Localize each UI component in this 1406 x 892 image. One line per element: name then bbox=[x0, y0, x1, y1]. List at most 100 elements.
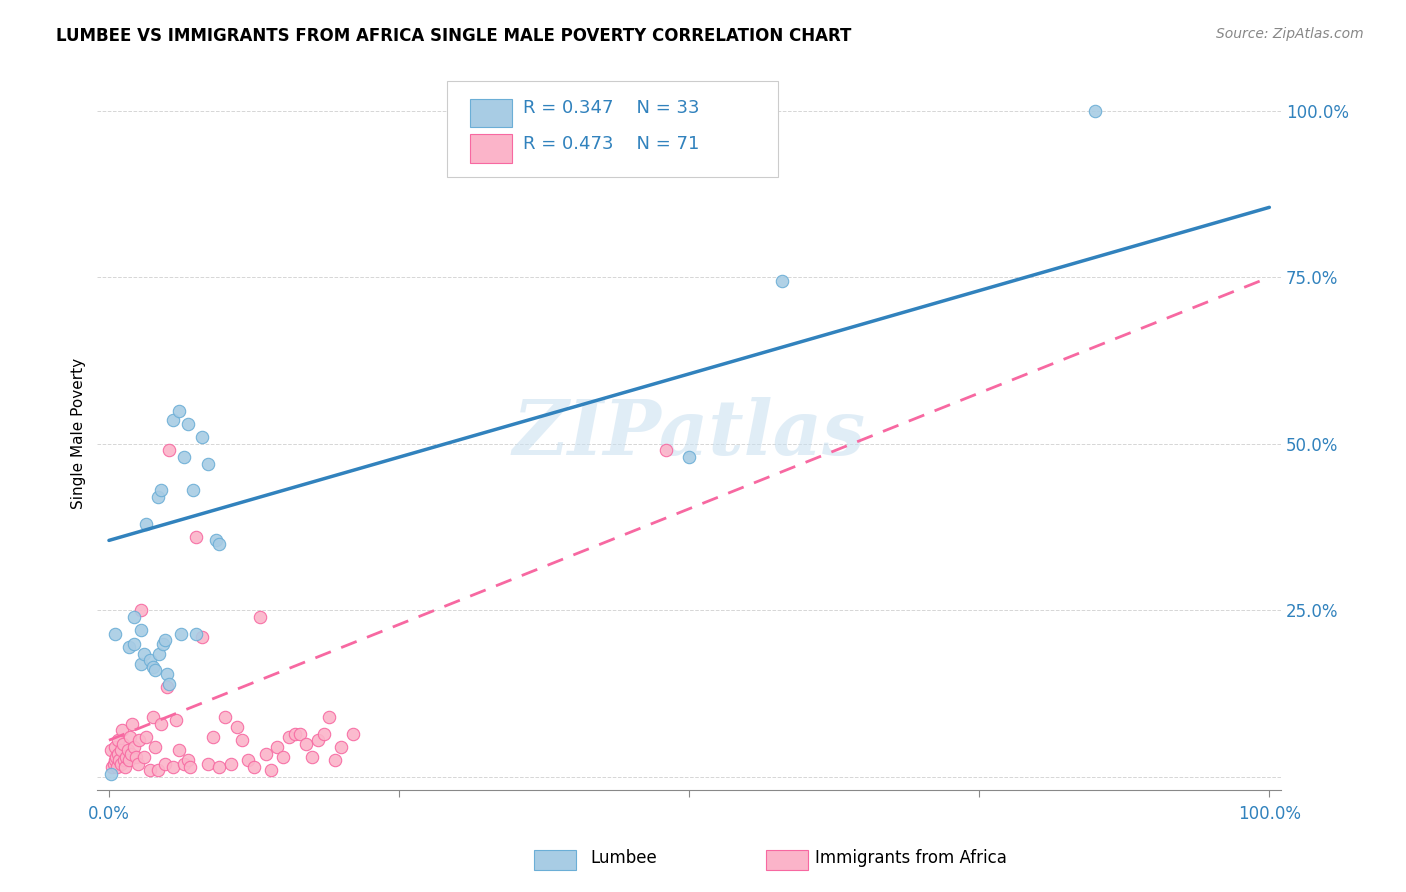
Point bbox=[162, 760, 184, 774]
Point bbox=[105, 760, 128, 774]
Point bbox=[312, 726, 335, 740]
Point bbox=[342, 726, 364, 740]
Point bbox=[132, 750, 155, 764]
Point bbox=[146, 763, 169, 777]
FancyBboxPatch shape bbox=[470, 135, 512, 163]
Point bbox=[120, 747, 142, 761]
Point bbox=[100, 766, 122, 780]
Point bbox=[104, 750, 127, 764]
Point bbox=[142, 660, 165, 674]
Point bbox=[179, 760, 201, 774]
Point bbox=[770, 274, 793, 288]
Point bbox=[208, 537, 231, 551]
Point bbox=[152, 637, 174, 651]
Point bbox=[145, 739, 167, 754]
Point bbox=[110, 756, 132, 771]
Point bbox=[138, 653, 160, 667]
Point bbox=[197, 457, 219, 471]
Point bbox=[146, 490, 169, 504]
Text: Immigrants from Africa: Immigrants from Africa bbox=[815, 849, 1007, 867]
Point bbox=[117, 743, 139, 757]
Point bbox=[318, 710, 340, 724]
Point bbox=[170, 626, 193, 640]
Point bbox=[135, 516, 157, 531]
Point bbox=[100, 743, 122, 757]
Point bbox=[173, 756, 195, 771]
Point bbox=[103, 756, 125, 771]
Point bbox=[231, 733, 253, 747]
Point bbox=[107, 747, 129, 761]
Point bbox=[249, 610, 271, 624]
Point bbox=[177, 753, 200, 767]
Text: ZIPatlas: ZIPatlas bbox=[513, 397, 866, 471]
Point bbox=[184, 626, 207, 640]
Point bbox=[165, 713, 187, 727]
Point bbox=[132, 647, 155, 661]
Point bbox=[107, 733, 129, 747]
Point bbox=[153, 756, 176, 771]
Point bbox=[104, 626, 127, 640]
Point bbox=[167, 403, 190, 417]
Point bbox=[225, 720, 247, 734]
Point bbox=[260, 763, 283, 777]
Point bbox=[655, 443, 678, 458]
Point bbox=[184, 530, 207, 544]
Point bbox=[243, 760, 266, 774]
Point bbox=[167, 743, 190, 757]
Point bbox=[145, 663, 167, 677]
Y-axis label: Single Male Poverty: Single Male Poverty bbox=[72, 359, 86, 509]
Point bbox=[295, 737, 318, 751]
Point bbox=[330, 739, 353, 754]
Point bbox=[108, 753, 131, 767]
Point bbox=[101, 760, 124, 774]
Text: Source: ZipAtlas.com: Source: ZipAtlas.com bbox=[1216, 27, 1364, 41]
Point bbox=[118, 753, 141, 767]
Point bbox=[124, 750, 146, 764]
Point bbox=[204, 533, 226, 548]
Point bbox=[104, 753, 127, 767]
Point bbox=[157, 676, 180, 690]
Point bbox=[104, 739, 127, 754]
Point bbox=[124, 739, 146, 754]
Point bbox=[254, 747, 277, 761]
Text: R = 0.347    N = 33: R = 0.347 N = 33 bbox=[523, 99, 700, 117]
Point bbox=[191, 630, 214, 644]
Point bbox=[181, 483, 204, 498]
Point bbox=[150, 716, 173, 731]
Text: Lumbee: Lumbee bbox=[591, 849, 657, 867]
Point bbox=[157, 443, 180, 458]
Point bbox=[114, 760, 136, 774]
FancyBboxPatch shape bbox=[447, 81, 778, 178]
Point bbox=[124, 637, 146, 651]
Point bbox=[202, 730, 225, 744]
Point bbox=[290, 726, 312, 740]
Point bbox=[271, 750, 294, 764]
Point bbox=[124, 610, 146, 624]
Point bbox=[238, 753, 260, 767]
Point bbox=[118, 730, 141, 744]
Point bbox=[678, 450, 700, 464]
Point bbox=[138, 763, 160, 777]
Point bbox=[156, 680, 179, 694]
Point bbox=[219, 756, 242, 771]
Point bbox=[307, 733, 329, 747]
Point bbox=[156, 666, 179, 681]
Point bbox=[150, 483, 173, 498]
Point bbox=[142, 710, 165, 724]
Point bbox=[110, 743, 132, 757]
Point bbox=[153, 633, 176, 648]
Point bbox=[177, 417, 200, 431]
Point bbox=[131, 603, 153, 617]
Point bbox=[121, 716, 143, 731]
FancyBboxPatch shape bbox=[470, 99, 512, 128]
Point bbox=[301, 750, 323, 764]
Point bbox=[127, 756, 149, 771]
Point bbox=[197, 756, 219, 771]
Point bbox=[131, 657, 153, 671]
Point bbox=[173, 450, 195, 464]
Point bbox=[115, 750, 138, 764]
Point bbox=[111, 723, 134, 738]
Point bbox=[266, 739, 288, 754]
Text: R = 0.473    N = 71: R = 0.473 N = 71 bbox=[523, 135, 700, 153]
Point bbox=[214, 710, 236, 724]
